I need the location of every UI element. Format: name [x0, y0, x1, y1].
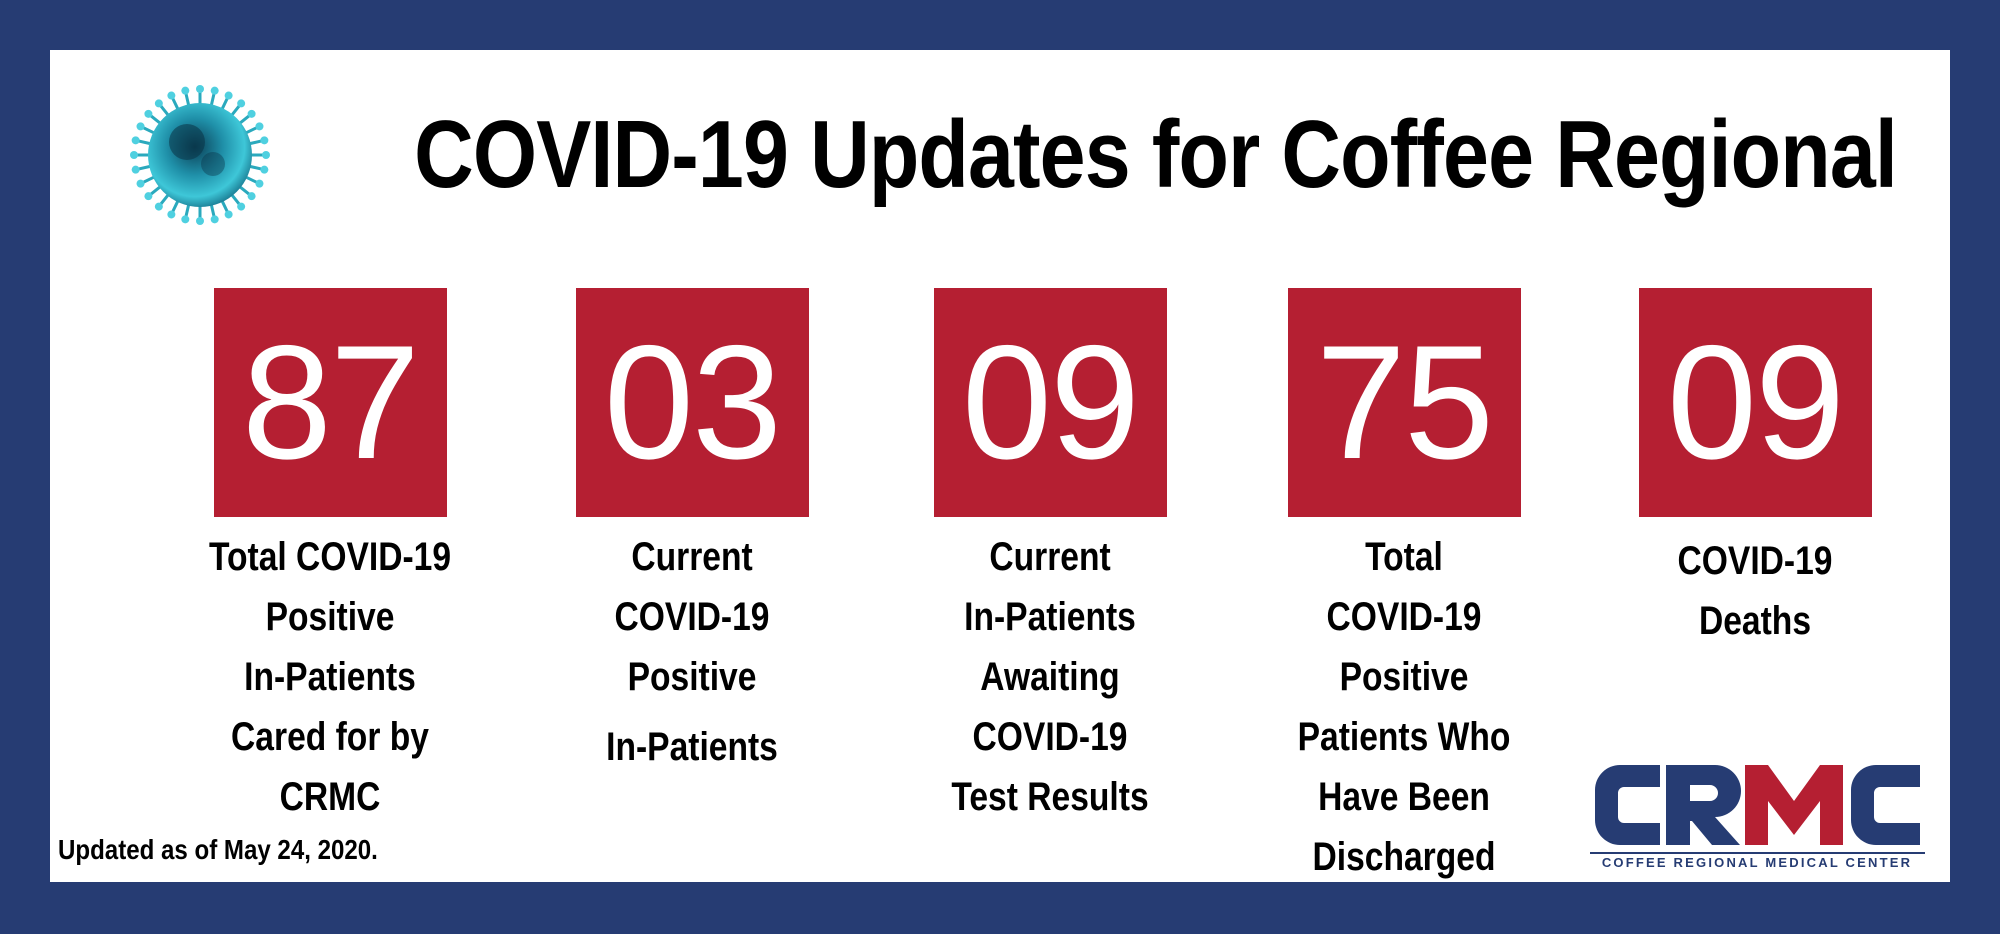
- stat-value-box: 09: [1638, 288, 1872, 517]
- stat-label-line: COVID-19: [1326, 595, 1482, 639]
- stat-value-box: 09: [933, 288, 1167, 517]
- stat-label-line: Current: [989, 535, 1111, 579]
- stat-label: Total COVID-19 Positive Patients Who Hav…: [1234, 527, 1574, 887]
- stat-label-line: CRMC: [279, 775, 381, 819]
- stat-value-box: 03: [575, 288, 809, 517]
- stat-label: Current COVID-19 Positive In-Patients: [522, 527, 862, 777]
- stat-label-line: In-Patients: [964, 595, 1136, 639]
- stat-awaiting-test-results: 09 Current In-Patients Awaiting COVID-19…: [880, 288, 1220, 827]
- stat-total-positive-inpatients: 87 Total COVID-19 Positive In-Patients C…: [160, 288, 500, 827]
- stat-label: Total COVID-19 Positive In-Patients Care…: [160, 527, 500, 827]
- stat-label-line: COVID-19: [972, 715, 1128, 759]
- page-title: COVID-19 Updates for Coffee Regional: [414, 101, 1898, 208]
- stat-label-line: In-Patients: [244, 655, 416, 699]
- stat-label-line: Positive: [265, 595, 395, 639]
- stat-value: 09: [961, 311, 1140, 493]
- stat-label-line: Test Results: [951, 775, 1149, 819]
- stat-label-line: Awaiting: [980, 655, 1120, 699]
- stat-value: 03: [603, 311, 782, 493]
- stat-label: COVID-19 Deaths: [1585, 531, 1925, 651]
- stat-label-line: Deaths: [1698, 599, 1812, 643]
- logo-tagline: COFFEE REGIONAL MEDICAL CENTER: [1602, 855, 1912, 870]
- updated-date: Updated as of May 24, 2020.: [58, 834, 378, 865]
- stat-label-line: Total: [1365, 535, 1443, 579]
- stat-label-line: Total COVID-19: [208, 535, 452, 579]
- stat-label-line: Current: [631, 535, 753, 579]
- stat-label-line: COVID-19: [614, 595, 770, 639]
- stat-total-discharged: 75 Total COVID-19 Positive Patients Who …: [1234, 288, 1574, 887]
- stat-label-line: COVID-19: [1677, 539, 1833, 583]
- stat-label-line: Have Been: [1318, 775, 1490, 819]
- stat-value: 87: [241, 311, 420, 493]
- stat-label-line: Cared for by: [231, 715, 429, 759]
- stat-label-line: In-Patients: [606, 725, 778, 769]
- stat-label-line: Positive: [1339, 655, 1469, 699]
- stat-value: 75: [1315, 311, 1494, 493]
- stat-value-box: 87: [213, 288, 447, 517]
- stat-label-line: Discharged: [1312, 835, 1496, 879]
- crmc-logo: COFFEE REGIONAL MEDICAL CENTER: [1590, 765, 1925, 870]
- stat-value-box: 75: [1287, 288, 1521, 517]
- stat-label: Current In-Patients Awaiting COVID-19 Te…: [880, 527, 1220, 827]
- coronavirus-icon: [130, 85, 270, 225]
- stat-label-line: Patients Who: [1297, 715, 1511, 759]
- dashboard-panel: COVID-19 Updates for Coffee Regional 87 …: [50, 50, 1950, 882]
- stat-current-positive-inpatients: 03 Current COVID-19 Positive In-Patients: [522, 288, 862, 777]
- stat-deaths: 09 COVID-19 Deaths: [1585, 288, 1925, 651]
- stat-label-line: Positive: [627, 655, 757, 699]
- stat-value: 09: [1666, 311, 1845, 493]
